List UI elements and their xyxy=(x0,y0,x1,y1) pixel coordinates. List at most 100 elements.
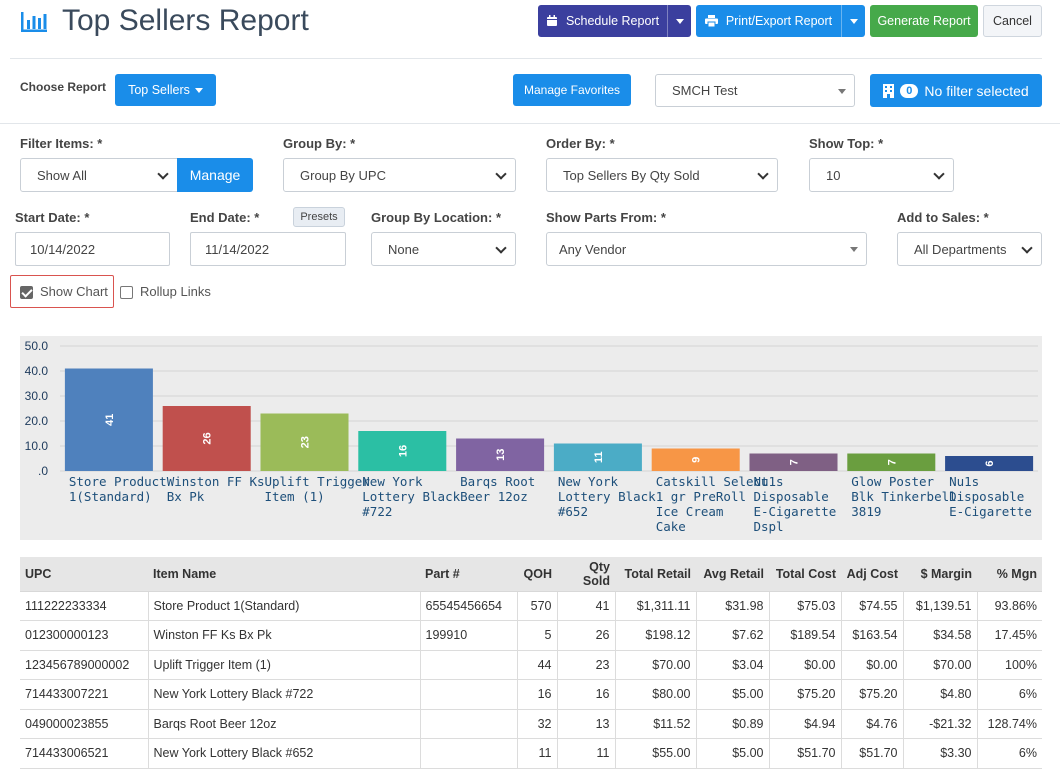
show-chart-checkbox[interactable] xyxy=(20,286,33,299)
table-cell: $7.62 xyxy=(695,620,770,651)
order-by-value: Top Sellers By Qty Sold xyxy=(563,167,700,183)
column-header-margin[interactable]: $ Margin xyxy=(903,557,977,592)
table-cell: $11.52 xyxy=(614,708,697,739)
table-cell: 16 xyxy=(556,679,616,710)
table-cell: $51.70 xyxy=(840,738,904,769)
table-cell: 570 xyxy=(516,590,558,621)
top-sellers-bar-chart: .0 10.0 20.0 30.0 40.0 50.0 41 Store Product 1(S… xyxy=(25,339,1038,534)
caret-down-icon xyxy=(838,89,846,94)
chart-bar[interactable] xyxy=(162,406,251,471)
table-row: 012300000123 Winston FF Ks Bx Pk 199910 5 26… xyxy=(20,620,1042,651)
bar-value-label: 9 xyxy=(691,457,703,463)
manage-button[interactable]: Manage xyxy=(177,158,253,192)
printer-icon xyxy=(704,15,718,27)
filter-label: No filter selected xyxy=(924,82,1029,99)
column-header-avg-retail[interactable]: Avg Retail xyxy=(696,557,769,592)
y-tick-label: .0 xyxy=(38,464,48,478)
x-category-label: Catskill Select 1 gr PreRoll Ice Cream Cake xyxy=(656,474,769,534)
chart-bar[interactable] xyxy=(64,368,153,472)
group-by-select[interactable]: Group By UPC xyxy=(283,158,516,192)
order-by-select[interactable]: Top Sellers By Qty Sold xyxy=(546,158,778,192)
table-cell: 32 xyxy=(516,708,558,739)
column-header-part-number[interactable]: Part # xyxy=(420,557,517,592)
filter-items-value: Show All xyxy=(37,167,87,183)
table-cell: $51.70 xyxy=(768,738,842,769)
x-category-label: Store Product 1(Standard) xyxy=(69,474,167,504)
column-header-total-cost[interactable]: Total Cost xyxy=(769,557,841,592)
show-parts-from-select[interactable]: Any Vendor xyxy=(546,232,867,266)
start-date-input[interactable]: 10/14/2022 xyxy=(15,232,170,266)
chart-bar[interactable] xyxy=(847,453,936,472)
divider xyxy=(0,123,1060,124)
x-category-label: New York Lottery Black #722 xyxy=(362,474,460,519)
group-by-location-select[interactable]: None xyxy=(371,232,516,266)
table-cell: 5 xyxy=(516,620,558,651)
column-header-total-retail[interactable]: Total Retail xyxy=(615,557,696,592)
chevron-down-icon xyxy=(933,168,945,180)
chart-bar[interactable] xyxy=(358,431,447,471)
building-icon xyxy=(883,83,895,98)
report-type-dropdown[interactable]: Top Sellers xyxy=(115,74,216,106)
show-top-select[interactable]: 10 xyxy=(809,158,954,192)
store-select[interactable]: SMCH Test xyxy=(655,74,855,107)
chart-bar[interactable] xyxy=(651,448,740,472)
cancel-button[interactable]: Cancel xyxy=(983,5,1042,37)
table-cell: Uplift Trigger Item (1) xyxy=(147,649,421,680)
show-chart-highlight xyxy=(10,275,114,308)
table-cell: $34.58 xyxy=(902,620,978,651)
table-cell: 26 xyxy=(556,620,616,651)
filter-button[interactable]: 0 No filter selected xyxy=(870,74,1042,107)
schedule-report-button[interactable]: Schedule Report xyxy=(538,5,691,37)
show-top-value: 10 xyxy=(826,167,841,183)
column-header-adj-cost[interactable]: Adj Cost xyxy=(841,557,903,592)
filter-items-select[interactable]: Show All xyxy=(20,158,178,192)
presets-button[interactable]: Presets xyxy=(293,207,345,227)
table-header-row: UPC Item Name Part # QOH Qty Sold Total … xyxy=(20,557,1042,592)
bar-chart-icon xyxy=(21,12,47,32)
x-category-label: Uplift Trigger Item (1) xyxy=(264,474,370,504)
end-date-input[interactable]: 11/14/2022 xyxy=(190,232,346,266)
show-parts-from-value: Any Vendor xyxy=(559,241,627,257)
table-cell xyxy=(419,649,518,680)
table-cell: $75.20 xyxy=(840,679,904,710)
chevron-down-icon xyxy=(757,168,769,180)
y-tick-label: 50.0 xyxy=(25,339,49,353)
generate-report-button[interactable]: Generate Report xyxy=(870,5,978,37)
table-cell: 111222233334 xyxy=(20,590,149,621)
table-cell: $3.30 xyxy=(902,738,978,769)
chart-bar[interactable] xyxy=(260,413,349,472)
table-cell: $198.12 xyxy=(614,620,697,651)
y-tick-label: 20.0 xyxy=(25,414,49,428)
column-header-item-name[interactable]: Item Name xyxy=(148,557,420,592)
table-cell: New York Lottery Black #722 xyxy=(147,679,421,710)
chart-bar[interactable] xyxy=(945,456,1034,471)
print-dropdown-toggle[interactable] xyxy=(841,5,865,37)
column-header-percent-margin[interactable]: % Mgn xyxy=(977,557,1042,592)
add-to-sales-select[interactable]: All Departments xyxy=(897,232,1042,266)
chart-bar[interactable] xyxy=(553,443,642,472)
print-export-button[interactable]: Print/Export Report xyxy=(696,5,865,37)
x-category-label: Glow Poster Blk Tinkerbell 3819 xyxy=(851,474,956,519)
column-header-qoh[interactable]: QOH xyxy=(517,557,557,592)
add-to-sales-value: All Departments xyxy=(914,241,1007,257)
table-cell xyxy=(419,738,518,769)
manage-favorites-button[interactable]: Manage Favorites xyxy=(513,74,631,106)
chart-bar[interactable] xyxy=(456,438,545,472)
table-cell: $55.00 xyxy=(614,738,697,769)
chart-bar[interactable] xyxy=(749,453,838,472)
table-cell: $80.00 xyxy=(614,679,697,710)
column-header-upc[interactable]: UPC xyxy=(20,557,148,592)
filter-count-badge: 0 xyxy=(900,83,919,98)
table-cell: $4.76 xyxy=(840,708,904,739)
table-cell: 65545456654 xyxy=(419,590,518,621)
chevron-down-icon xyxy=(157,168,169,180)
rollup-links-checkbox[interactable] xyxy=(120,286,133,299)
table-cell: $3.04 xyxy=(695,649,770,680)
column-header-qty-sold[interactable]: Qty Sold xyxy=(557,557,615,592)
table-row: 111222233334 Store Product 1(Standard) 655… xyxy=(20,590,1042,621)
schedule-dropdown-toggle[interactable] xyxy=(667,5,691,37)
bar-value-label: 11 xyxy=(593,451,605,463)
table-cell: $31.98 xyxy=(695,590,770,621)
schedule-report-label: Schedule Report xyxy=(565,14,660,28)
table-cell: $75.03 xyxy=(768,590,842,621)
